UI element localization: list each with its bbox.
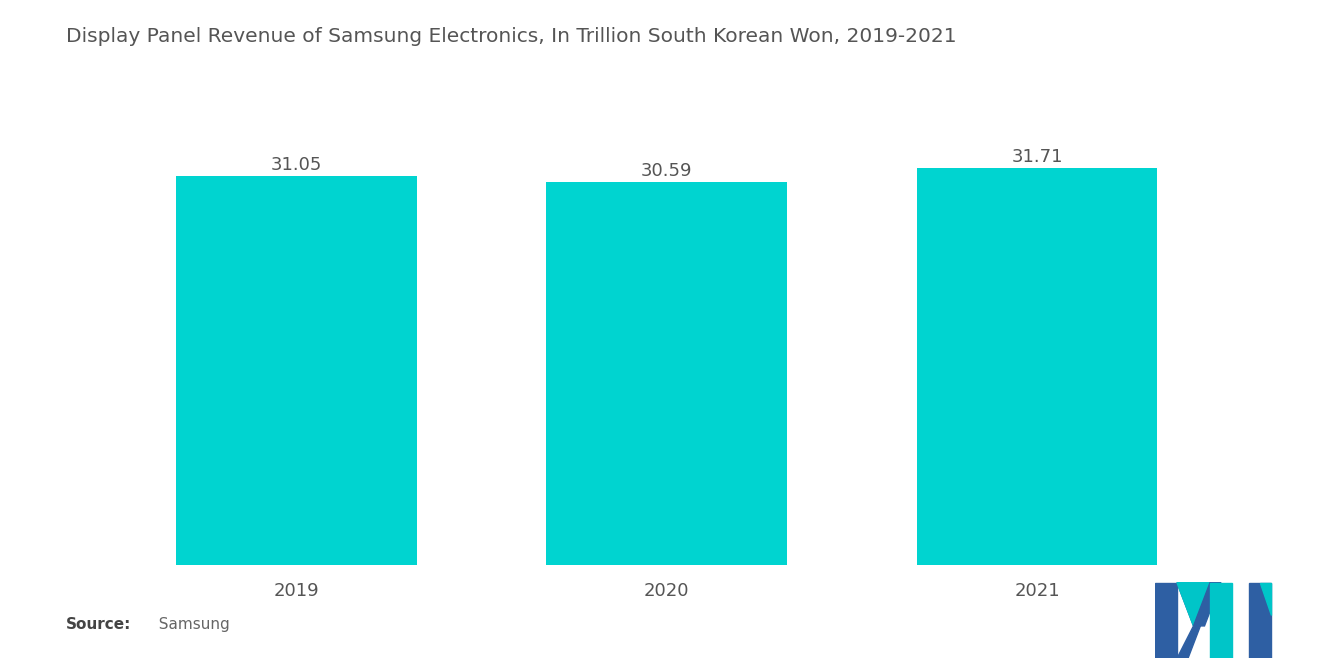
Bar (916, 168, 1158, 565)
Polygon shape (1177, 583, 1204, 658)
Polygon shape (1193, 583, 1221, 626)
Text: 31.05: 31.05 (271, 156, 322, 174)
Polygon shape (1210, 583, 1232, 658)
Bar (546, 182, 787, 565)
Bar (1249, 583, 1270, 658)
Polygon shape (1259, 583, 1270, 615)
Polygon shape (1155, 583, 1177, 658)
Bar (176, 176, 417, 565)
Text: Source:: Source: (66, 616, 132, 632)
Polygon shape (1177, 583, 1210, 626)
Text: 31.71: 31.71 (1011, 148, 1063, 166)
Text: Display Panel Revenue of Samsung Electronics, In Trillion South Korean Won, 2019: Display Panel Revenue of Samsung Electro… (66, 27, 957, 46)
Text: Samsung: Samsung (149, 616, 230, 632)
Text: 30.59: 30.59 (640, 162, 693, 180)
